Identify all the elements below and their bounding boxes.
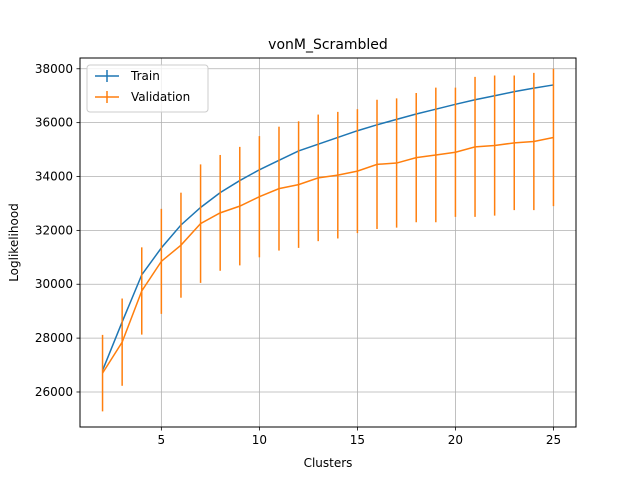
plot-frame [79, 57, 577, 428]
chart-title: vonM_Scrambled [268, 37, 388, 53]
legend-entry-train: Train [95, 69, 160, 83]
plot-series [101, 68, 555, 412]
y-axis-label: Loglikelihood [7, 203, 21, 282]
y-tick-label: 26000 [35, 385, 73, 399]
axis-ticks: 5 10 15 20 25 26000 28000 30000 32000 34000 36000 3… [35, 62, 561, 447]
y-tick-label: 38000 [35, 62, 73, 76]
x-tick-label: 15 [350, 433, 365, 447]
x-tick-label: 10 [252, 433, 267, 447]
y-tick-label: 32000 [35, 223, 73, 237]
x-tick-label: 20 [448, 433, 463, 447]
y-tick-label: 30000 [35, 277, 73, 291]
legend-label-validation: Validation [131, 90, 190, 104]
x-tick-label: 5 [158, 433, 166, 447]
y-tick-label: 34000 [35, 170, 73, 184]
x-tick-label: 25 [546, 433, 561, 447]
grid [80, 58, 576, 427]
series-train [101, 84, 554, 371]
y-tick-label: 28000 [35, 331, 73, 345]
series-validation [101, 68, 555, 412]
legend: Train Validation [86, 64, 209, 113]
x-axis-label: Clusters [304, 456, 353, 470]
y-tick-label: 36000 [35, 116, 73, 130]
legend-entry-validation: Validation [95, 90, 190, 104]
series-line-train [101, 84, 554, 371]
legend-label-train: Train [130, 69, 160, 83]
series-line-validation [101, 136, 554, 374]
